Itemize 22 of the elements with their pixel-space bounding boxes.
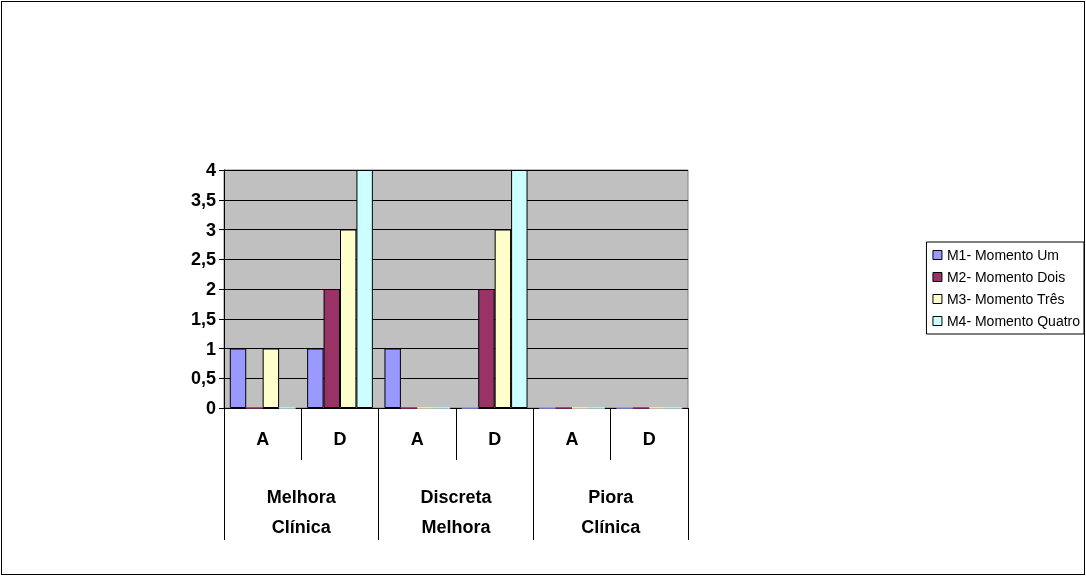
text: Melhora Clínica: [266, 487, 337, 537]
y-tick-label: 0,5: [190, 368, 216, 389]
y-tick-label: 1: [205, 338, 216, 359]
legend-label: M4- Momento Quatro: [946, 313, 1081, 329]
x-tick-label: D: [642, 429, 656, 449]
x-tick-label: D: [333, 429, 347, 449]
x-tick-label: A: [410, 429, 424, 449]
text: Piora Clínica: [581, 487, 642, 537]
x-tick-label: A: [256, 429, 270, 449]
y-tick-label: 0: [205, 398, 216, 418]
x-tick-label: A: [565, 429, 579, 449]
y-tick-label: 2: [205, 279, 216, 299]
y-tick-label: 3: [205, 219, 216, 240]
y-tick-label: 4: [205, 160, 216, 180]
y-tick-label: 2,5: [190, 249, 216, 270]
x-tick-label: D: [488, 429, 502, 449]
text: Discreta Melhora: [420, 487, 493, 537]
y-tick-label: 1,5: [190, 308, 216, 329]
legend-label: M3- Momento Três: [946, 291, 1065, 307]
legend-label: M1- Momento Um: [946, 247, 1059, 263]
y-tick-label: 3,5: [190, 189, 216, 210]
legend-label: M2- Momento Dois: [946, 269, 1066, 285]
